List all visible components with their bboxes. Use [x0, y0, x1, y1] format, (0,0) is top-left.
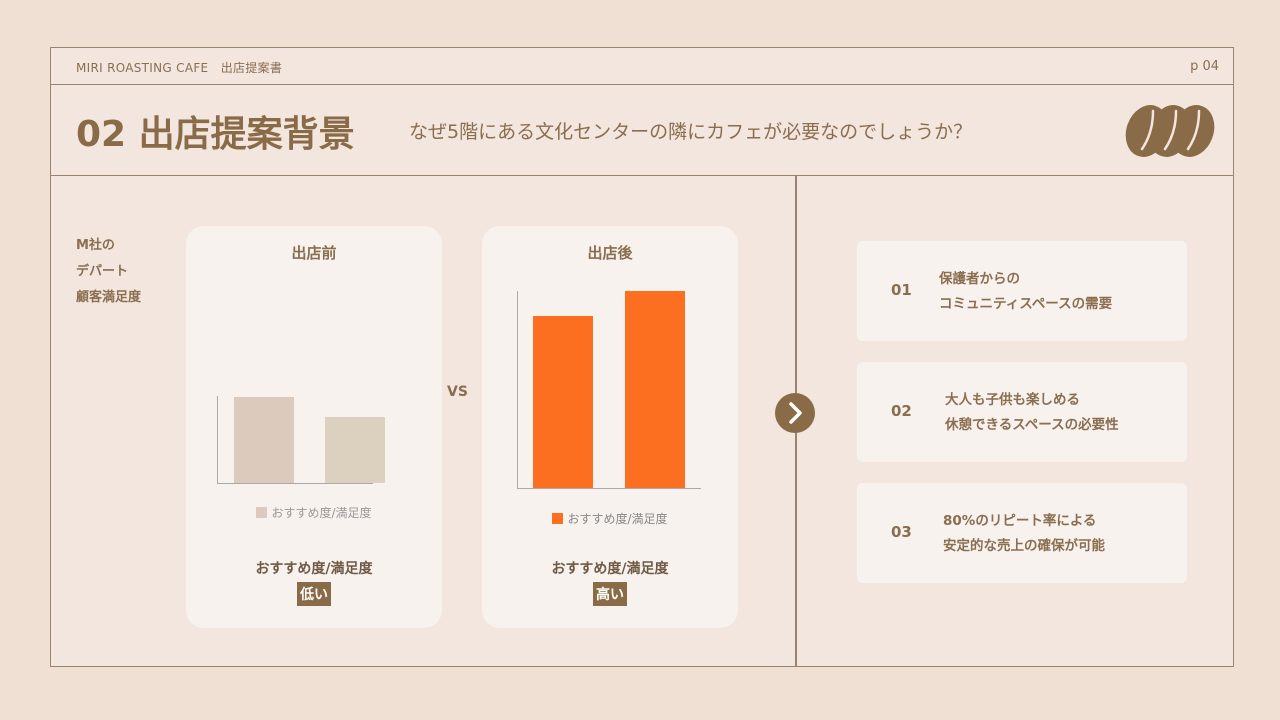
- slide-frame: MIRI ROASTING CAFE 出店提案書 p 04 02 出店提案背景 …: [50, 47, 1234, 667]
- side-label: M社の デパート 顧客満足度: [76, 233, 141, 311]
- chart-legend: おすすめ度/満足度: [186, 504, 442, 521]
- page-number: p 04: [1190, 59, 1219, 74]
- level-badge: 高い: [593, 582, 627, 606]
- brand: MIRI ROASTING CAFE 出店提案書: [76, 61, 283, 75]
- next-arrow-button[interactable]: [775, 393, 815, 433]
- chart-card-after: 出店後 おすすめ度/満足度 おすすめ度/満足度 高い: [482, 226, 738, 628]
- chart-title: 出店後: [587, 244, 633, 262]
- side-label-line: M社の: [76, 238, 115, 253]
- chart-axis: [217, 396, 385, 484]
- reason-line: 80%のリピート率による: [943, 513, 1097, 529]
- reason-line: 休憩できるスペースの必要性: [945, 417, 1119, 433]
- legend-label: おすすめ度/満足度: [567, 512, 668, 526]
- coffee-beans-icon: [1125, 105, 1215, 157]
- metric-label: おすすめ度/満足度: [551, 561, 669, 577]
- reason-card: 02 大人も子供も楽しめる休憩できるスペースの必要性: [857, 362, 1187, 462]
- vs-label: VS: [447, 384, 468, 400]
- reason-number: 01: [891, 281, 912, 299]
- reason-text: 保護者からのコミュニティスペースの需要: [939, 267, 1112, 317]
- chart-bar: [533, 316, 593, 488]
- metric-label: おすすめ度/満足度: [255, 561, 373, 577]
- reason-number: 03: [891, 523, 912, 541]
- reason-line: 安定的な売上の確保が可能: [943, 538, 1105, 554]
- chevron-right-icon: [789, 402, 802, 424]
- chart-card-before: 出店前 おすすめ度/満足度 おすすめ度/満足度 低い: [186, 226, 442, 628]
- page-subtitle: なぜ5階にある文化センターの隣にカフェが必要なのでしょうか？: [409, 121, 973, 143]
- chart-bar: [234, 397, 294, 483]
- side-label-line: 顧客満足度: [76, 290, 142, 305]
- reason-card: 03 80%のリピート率による 安定的な売上の確保が可能: [857, 483, 1187, 583]
- reason-text: 大人も子供も楽しめる休憩できるスペースの必要性: [945, 388, 1119, 438]
- side-label-line: デパート: [76, 264, 129, 279]
- reason-number: 02: [891, 402, 912, 420]
- chart-bar: [625, 291, 685, 488]
- reason-line: 大人も子供も楽しめる: [945, 392, 1080, 408]
- chart-legend: おすすめ度/満足度: [482, 510, 738, 527]
- chart-title: 出店前: [291, 244, 337, 262]
- reason-line: 保護者からの: [939, 271, 1020, 287]
- legend-swatch: [256, 507, 268, 518]
- page-title: 02 出店提案背景: [76, 114, 355, 155]
- legend-label: おすすめ度/満足度: [271, 506, 372, 520]
- level-badge: 低い: [297, 582, 331, 606]
- reason-line: コミュニティスペースの需要: [939, 296, 1113, 312]
- chart-bar: [325, 417, 385, 483]
- reason-text: 80%のリピート率による 安定的な売上の確保が可能: [943, 509, 1105, 559]
- title-row: 02 出店提案背景 なぜ5階にある文化センターの隣にカフェが必要なのでしょうか？: [51, 85, 1233, 176]
- header: MIRI ROASTING CAFE 出店提案書 p 04: [51, 48, 1233, 85]
- reason-card: 01 保護者からのコミュニティスペースの需要: [857, 241, 1187, 341]
- legend-swatch: [552, 513, 564, 524]
- chart-axis: [517, 291, 701, 489]
